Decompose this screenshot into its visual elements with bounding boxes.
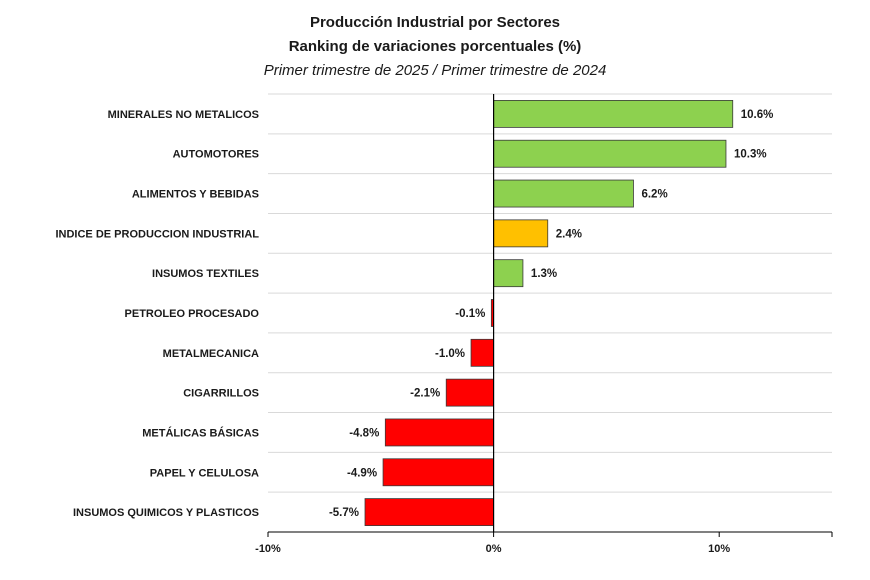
data-label: -1.0% — [435, 348, 465, 360]
chart-period: Primer trimestre de 2025 / Primer trimes… — [263, 62, 607, 79]
data-label: 2.4% — [556, 228, 582, 240]
x-tick-label: -10% — [255, 543, 281, 555]
data-label: -4.8% — [349, 427, 379, 439]
category-label: MINERALES NO METALICOS — [108, 109, 259, 121]
category-label: CIGARRILLOS — [183, 388, 259, 400]
bar — [493, 100, 734, 128]
category-label: PAPEL Y CELULOSA — [150, 467, 259, 479]
data-label: -4.9% — [347, 467, 377, 479]
category-label: INSUMOS QUIMICOS Y PLASTICOS — [73, 507, 259, 519]
bar — [445, 378, 494, 407]
bar — [493, 139, 727, 168]
data-label: 10.6% — [741, 109, 774, 121]
chart-title: Producción Industrial por Sectores — [309, 14, 561, 31]
bar — [470, 338, 495, 367]
category-label: METÁLICAS BÁSICAS — [142, 426, 259, 439]
category-label: ALIMENTOS Y BEBIDAS — [132, 189, 259, 201]
bar — [493, 219, 549, 248]
bar — [493, 179, 634, 208]
category-label: METALMECANICA — [163, 348, 259, 360]
bar — [384, 418, 495, 447]
category-label: AUTOMOTORES — [173, 149, 259, 161]
bar — [382, 458, 494, 487]
bar — [493, 259, 524, 288]
category-label: PETROLEO PROCESADO — [125, 308, 260, 320]
bar — [364, 498, 494, 526]
category-label: INDICE DE PRODUCCION INDUSTRIAL — [55, 228, 259, 240]
x-tick-label: 0% — [486, 543, 502, 555]
data-label: -2.1% — [410, 388, 440, 400]
category-label: INSUMOS TEXTILES — [152, 268, 259, 280]
data-label: 6.2% — [641, 189, 667, 201]
data-label: 1.3% — [531, 268, 557, 280]
data-label: 10.3% — [734, 149, 767, 161]
x-tick-label: 10% — [708, 543, 730, 555]
data-label: -5.7% — [329, 507, 359, 519]
data-label: -0.1% — [455, 308, 485, 320]
chart-subtitle: Ranking de variaciones porcentuales (%) — [288, 38, 582, 55]
